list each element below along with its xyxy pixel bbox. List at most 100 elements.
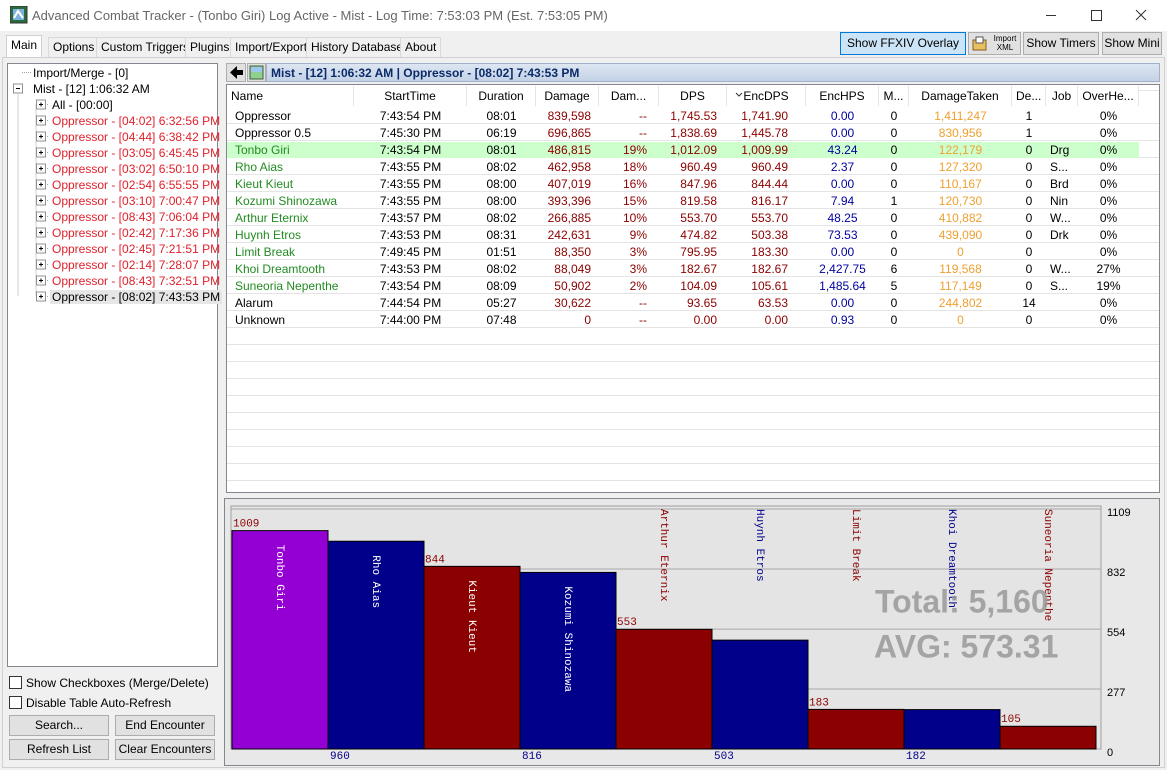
table-cell[interactable]: 486,815 [547,143,591,157]
table-cell[interactable]: 1,485.64 [819,279,866,293]
table-cell[interactable]: -- [639,109,647,123]
table-cell[interactable]: 266,885 [547,211,591,225]
table-cell[interactable]: 7:43:54 PM [379,109,442,123]
table-cell[interactable]: Rho Aias [235,160,284,174]
table-cell[interactable]: 242,631 [547,228,591,242]
table-cell[interactable]: 0 [957,245,964,259]
table-cell[interactable]: Huynh Etros [235,228,302,242]
table-cell[interactable]: 1,745.53 [670,109,717,123]
table-cell[interactable]: 960.49 [680,160,717,174]
table-cell[interactable]: 0 [890,313,898,327]
back-button[interactable] [226,63,246,82]
tree-item[interactable]: Import/Merge - [0] [33,66,129,80]
table-cell[interactable]: 73.53 [827,228,858,242]
table-cell[interactable]: 7:44:00 PM [379,313,442,327]
table-cell[interactable]: 7:43:57 PM [379,211,442,225]
table-cell[interactable]: 7:43:53 PM [379,228,442,242]
tree-item[interactable]: Oppressor - [02:54] 6:55:55 PM [52,178,221,192]
tree-item[interactable]: Oppressor - [03:02] 6:50:10 PM [52,162,221,176]
show-overlay-button[interactable]: Show FFXIV Overlay [840,32,966,55]
tab[interactable]: Import/Export [230,37,313,57]
table-cell[interactable]: 15% [622,194,647,208]
table-cell[interactable]: 7:45:30 PM [379,126,442,140]
table-cell[interactable]: 01:51 [486,245,517,259]
table-cell[interactable]: 553.70 [751,211,788,225]
table-cell[interactable]: 7:43:55 PM [379,177,442,191]
table-cell[interactable]: 19% [622,143,647,157]
table-cell[interactable]: 0 [890,245,898,259]
table-cell[interactable]: 08:02 [486,262,517,276]
table-cell[interactable]: 3% [629,262,647,276]
table-cell[interactable]: 117,149 [939,279,982,293]
table-cell[interactable]: 244,802 [938,296,983,310]
table-cell[interactable]: Nin [1050,194,1069,208]
table-cell[interactable]: 93.65 [686,296,717,310]
table-cell[interactable]: 0% [1099,160,1118,174]
table-cell[interactable]: Brd [1050,177,1069,191]
table-cell[interactable]: 0.00 [693,313,717,327]
window-controls[interactable] [1040,0,1167,31]
table-cell[interactable]: 1 [890,194,898,208]
table-cell[interactable]: Limit Break [235,245,296,259]
table-cell[interactable]: 0 [1025,177,1033,191]
table-cell[interactable]: 0% [1099,313,1118,327]
table-cell[interactable]: 7:43:55 PM [379,194,442,208]
table-cell[interactable]: 439,090 [938,228,983,242]
table-cell[interactable]: 2% [629,279,647,293]
table-cell[interactable]: 7:43:53 PM [379,262,442,276]
table-cell[interactable]: 10% [622,211,647,225]
table-cell[interactable]: W... [1050,211,1071,225]
table-cell[interactable]: 407,019 [547,177,591,191]
table-cell[interactable]: 0 [1025,228,1033,242]
tab[interactable]: About [400,37,442,57]
table-cell[interactable]: 0% [1099,245,1118,259]
column-header[interactable]: DPS [659,86,727,106]
table-cell[interactable]: 9% [629,228,647,242]
table-cell[interactable]: 847.96 [680,177,717,191]
table-cell[interactable]: 43.24 [827,143,858,157]
table-cell[interactable]: 0 [890,160,898,174]
table-cell[interactable]: 0% [1099,211,1118,225]
column-header[interactable]: EncHPS [806,86,879,106]
table-cell[interactable]: 0.00 [830,177,855,191]
table-cell[interactable]: S... [1050,279,1069,293]
table-cell[interactable]: 183.30 [751,245,788,259]
table-cell[interactable]: 0.00 [830,126,855,140]
table-cell[interactable]: 105.61 [751,279,788,293]
tree-item[interactable]: Oppressor - [04:02] 6:32:56 PM [52,114,221,128]
table-cell[interactable]: 119,568 [939,262,982,276]
tree-item[interactable]: Oppressor - [02:14] 7:28:07 PM [52,258,221,272]
table-cell[interactable]: 0 [890,177,898,191]
table-cell[interactable]: 48.25 [827,211,858,225]
table-cell[interactable]: 0.00 [764,313,788,327]
table-cell[interactable]: 06:19 [486,126,517,140]
tree-item[interactable]: Oppressor - [04:44] 6:38:42 PM [52,130,221,144]
table-cell[interactable]: 2.37 [830,160,855,174]
table-cell[interactable]: 0% [1099,228,1118,242]
tree-item[interactable]: Oppressor - [08:02] 7:43:53 PM [50,290,223,304]
table-cell[interactable]: 127,320 [938,160,983,174]
table-cell[interactable]: 08:00 [486,194,517,208]
table-cell[interactable]: 14 [1022,296,1036,310]
table-cell[interactable]: 88,350 [554,245,591,259]
table-cell[interactable]: 16% [622,177,647,191]
checkbox-label[interactable]: Disable Table Auto-Refresh [26,696,172,710]
table-cell[interactable]: 5 [890,279,898,293]
table-cell[interactable]: 795.95 [680,245,717,259]
table-cell[interactable]: 1,411,247 [934,109,987,123]
table-cell[interactable]: 7.94 [830,194,855,208]
checkbox[interactable] [9,696,22,709]
table-cell[interactable]: 0 [890,126,898,140]
table-cell[interactable]: 696,865 [547,126,591,140]
table-cell[interactable]: Oppressor [235,109,292,123]
table-cell[interactable]: -- [639,296,647,310]
table-cell[interactable]: 1 [1025,126,1033,140]
table-cell[interactable]: Arthur Eternix [235,211,309,225]
tree-item[interactable]: Oppressor - [03:10] 7:00:47 PM [52,194,221,208]
table-cell[interactable]: 182.67 [680,262,717,276]
tree-item[interactable]: Oppressor - [08:43] 7:06:04 PM [52,210,221,224]
table-cell[interactable]: 0% [1099,143,1118,157]
table-cell[interactable]: 2,427.75 [819,262,866,276]
table-cell[interactable]: 0 [890,228,898,242]
table-cell[interactable]: 0 [957,313,964,327]
